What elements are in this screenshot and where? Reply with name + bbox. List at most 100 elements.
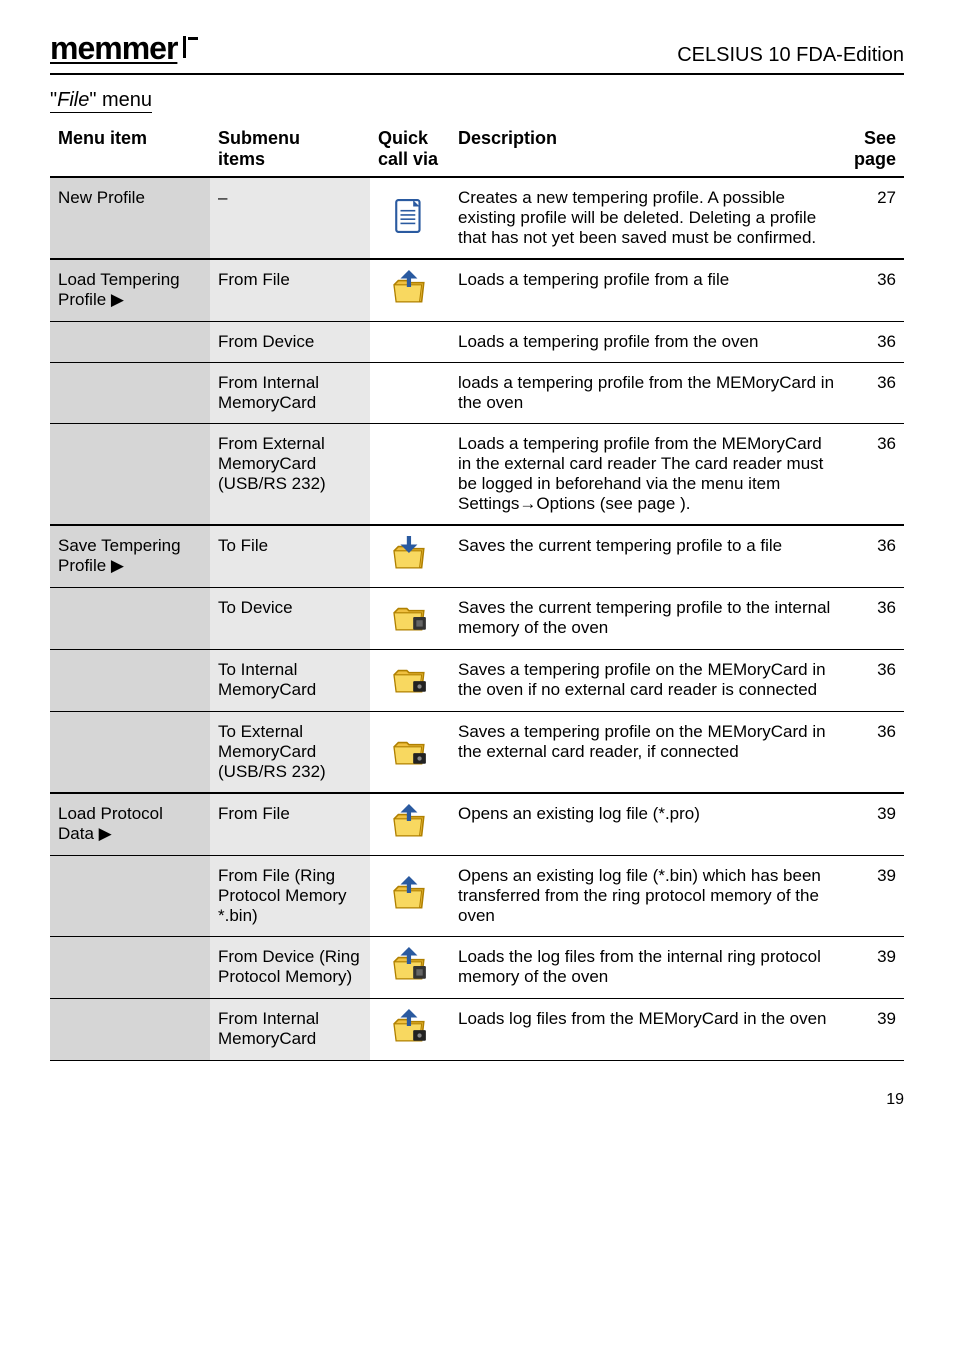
- cell-description: Loads the log files from the internal ri…: [450, 937, 844, 999]
- cell-see-page: 36: [844, 322, 904, 363]
- cell-description: Loads log files from the MEMoryCard in t…: [450, 999, 844, 1061]
- cell-see-page: 36: [844, 650, 904, 712]
- cell-submenu: To Device: [210, 588, 370, 650]
- load-file-icon: [390, 270, 430, 306]
- cell-submenu: From Device: [210, 322, 370, 363]
- save-file-icon: [390, 536, 430, 572]
- cell-menu-item: Load Protocol Data ▶: [50, 793, 210, 856]
- cell-quick-icon: [370, 363, 450, 424]
- cell-menu-item: [50, 937, 210, 999]
- cell-quick-icon: [370, 525, 450, 588]
- cell-submenu: From External MemoryCard (USB/RS 232): [210, 424, 370, 526]
- table-row: New Profile–Creates a new tempering prof…: [50, 177, 904, 259]
- cell-description: Saves the current tempering profile to t…: [450, 588, 844, 650]
- cell-menu-item: New Profile: [50, 177, 210, 259]
- page-header: memmer CELSIUS 10 FDA-Edition: [50, 30, 904, 75]
- cell-menu-item: [50, 588, 210, 650]
- section-heading: "File" menu: [50, 89, 904, 112]
- table-row: From Internal MemoryCard Loads log files …: [50, 999, 904, 1061]
- save-card-icon: [390, 660, 430, 696]
- cell-menu-item: [50, 322, 210, 363]
- table-row: From Device Loads a tempering profile fro…: [50, 322, 904, 363]
- brand-logo: memmer: [50, 30, 198, 67]
- cell-submenu: To Internal MemoryCard: [210, 650, 370, 712]
- cell-description: Saves a tempering profile on the MEMoryC…: [450, 712, 844, 794]
- file-new-icon: [390, 198, 430, 234]
- cell-quick-icon: [370, 259, 450, 322]
- table-row: From Internal MemoryCard loads a temperin…: [50, 363, 904, 424]
- cell-quick-icon: [370, 322, 450, 363]
- cell-menu-item: [50, 424, 210, 526]
- cell-see-page: 36: [844, 588, 904, 650]
- cell-menu-item: [50, 363, 210, 424]
- cell-description: Creates a new tempering profile. A possi…: [450, 177, 844, 259]
- table-row: From Device (Ring Protocol Memory)Loads …: [50, 937, 904, 999]
- cell-quick-icon: [370, 588, 450, 650]
- table-row: To Device Saves the current tempering pro…: [50, 588, 904, 650]
- cell-submenu: From File (Ring Protocol Memory *.bin): [210, 856, 370, 937]
- load-ring-device-icon: [390, 947, 430, 983]
- table-row: To Internal MemoryCard Saves a tempering …: [50, 650, 904, 712]
- cell-description: loads a tempering profile from the MEMor…: [450, 363, 844, 424]
- cell-see-page: 39: [844, 856, 904, 937]
- table-row: From File (Ring Protocol Memory *.bin) Op…: [50, 856, 904, 937]
- load-internal-card-icon: [390, 1009, 430, 1045]
- table-row: From External MemoryCard (USB/RS 232) Loa…: [50, 424, 904, 526]
- table-body: New Profile–Creates a new tempering prof…: [50, 177, 904, 1061]
- cell-see-page: 39: [844, 999, 904, 1061]
- cell-see-page: 36: [844, 712, 904, 794]
- cell-see-page: 36: [844, 424, 904, 526]
- cell-see-page: 36: [844, 259, 904, 322]
- table-row: Load Protocol Data ▶From File Opens an ex…: [50, 793, 904, 856]
- table-row: To External MemoryCard (USB/RS 232) Saves…: [50, 712, 904, 794]
- cell-submenu: From Internal MemoryCard: [210, 363, 370, 424]
- cell-menu-item: Load Tempering Profile ▶: [50, 259, 210, 322]
- cell-menu-item: [50, 856, 210, 937]
- cell-description: Saves a tempering profile on the MEMoryC…: [450, 650, 844, 712]
- cell-submenu: From File: [210, 259, 370, 322]
- col-header-quick: Quickcall via: [370, 122, 450, 177]
- cell-description: Loads a tempering profile from the MEMor…: [450, 424, 844, 526]
- cell-quick-icon: [370, 177, 450, 259]
- cell-see-page: 39: [844, 937, 904, 999]
- cell-submenu: From File: [210, 793, 370, 856]
- cell-submenu: –: [210, 177, 370, 259]
- cell-menu-item: Save Tempering Profile ▶: [50, 525, 210, 588]
- col-header-desc: Description: [450, 122, 844, 177]
- cell-see-page: 36: [844, 525, 904, 588]
- save-card-ext-icon: [390, 732, 430, 768]
- cell-description: Loads a tempering profile from the oven: [450, 322, 844, 363]
- cell-quick-icon: [370, 999, 450, 1061]
- cell-submenu: To External MemoryCard (USB/RS 232): [210, 712, 370, 794]
- cell-see-page: 39: [844, 793, 904, 856]
- cell-see-page: 36: [844, 363, 904, 424]
- save-device-icon: [390, 598, 430, 634]
- cell-description: Saves the current tempering profile to a…: [450, 525, 844, 588]
- logo-text: memmer: [50, 30, 177, 67]
- cell-submenu: From Internal MemoryCard: [210, 999, 370, 1061]
- table-row: Load Tempering Profile ▶From File Loads a…: [50, 259, 904, 322]
- cell-see-page: 27: [844, 177, 904, 259]
- col-header-see: Seepage: [844, 122, 904, 177]
- cell-menu-item: [50, 650, 210, 712]
- cell-quick-icon: [370, 856, 450, 937]
- table-row: Save Tempering Profile ▶To File Saves the…: [50, 525, 904, 588]
- cell-quick-icon: [370, 793, 450, 856]
- cell-description: Opens an existing log file (*.pro): [450, 793, 844, 856]
- cell-description: Loads a tempering profile from a file: [450, 259, 844, 322]
- cell-quick-icon: [370, 424, 450, 526]
- cell-quick-icon: [370, 650, 450, 712]
- document-title: CELSIUS 10 FDA-Edition: [677, 44, 904, 67]
- menu-reference-table: Menu item Submenuitems Quickcall via Des…: [50, 122, 904, 1061]
- load-ring-file-icon: [390, 876, 430, 912]
- cell-description: Opens an existing log file (*.bin) which…: [450, 856, 844, 937]
- col-header-submenu: Submenuitems: [210, 122, 370, 177]
- col-header-menu: Menu item: [50, 122, 210, 177]
- page-number: 19: [50, 1091, 904, 1109]
- cell-menu-item: [50, 712, 210, 794]
- cell-quick-icon: [370, 937, 450, 999]
- cell-menu-item: [50, 999, 210, 1061]
- cell-submenu: To File: [210, 525, 370, 588]
- cell-quick-icon: [370, 712, 450, 794]
- load-protocol-icon: [390, 804, 430, 840]
